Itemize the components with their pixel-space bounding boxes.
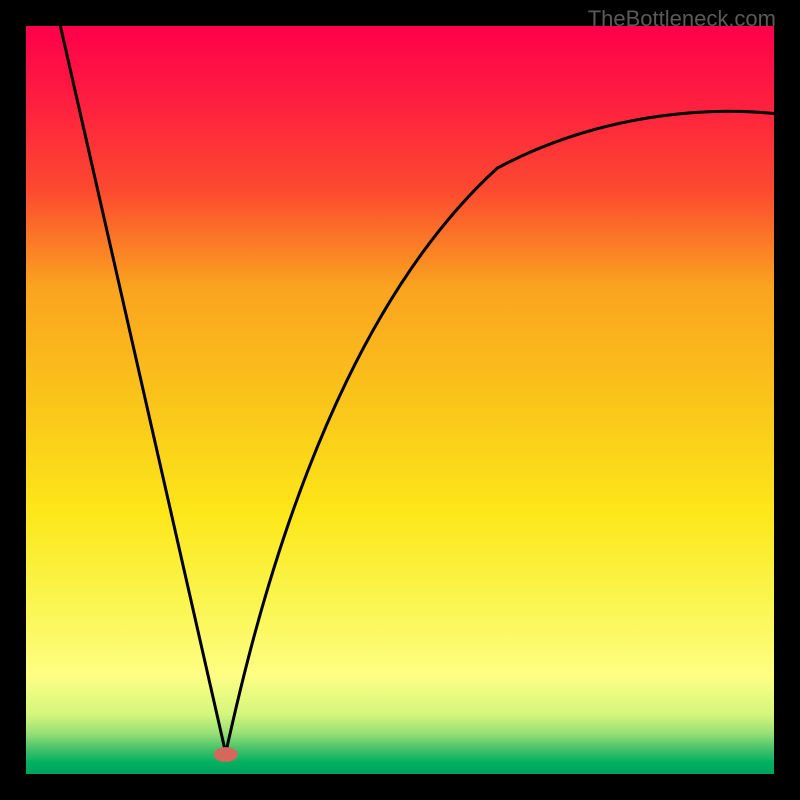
chart-background	[26, 26, 774, 774]
bottleneck-chart	[26, 26, 774, 774]
minimum-marker	[214, 747, 238, 762]
watermark-text: TheBottleneck.com	[588, 6, 776, 32]
